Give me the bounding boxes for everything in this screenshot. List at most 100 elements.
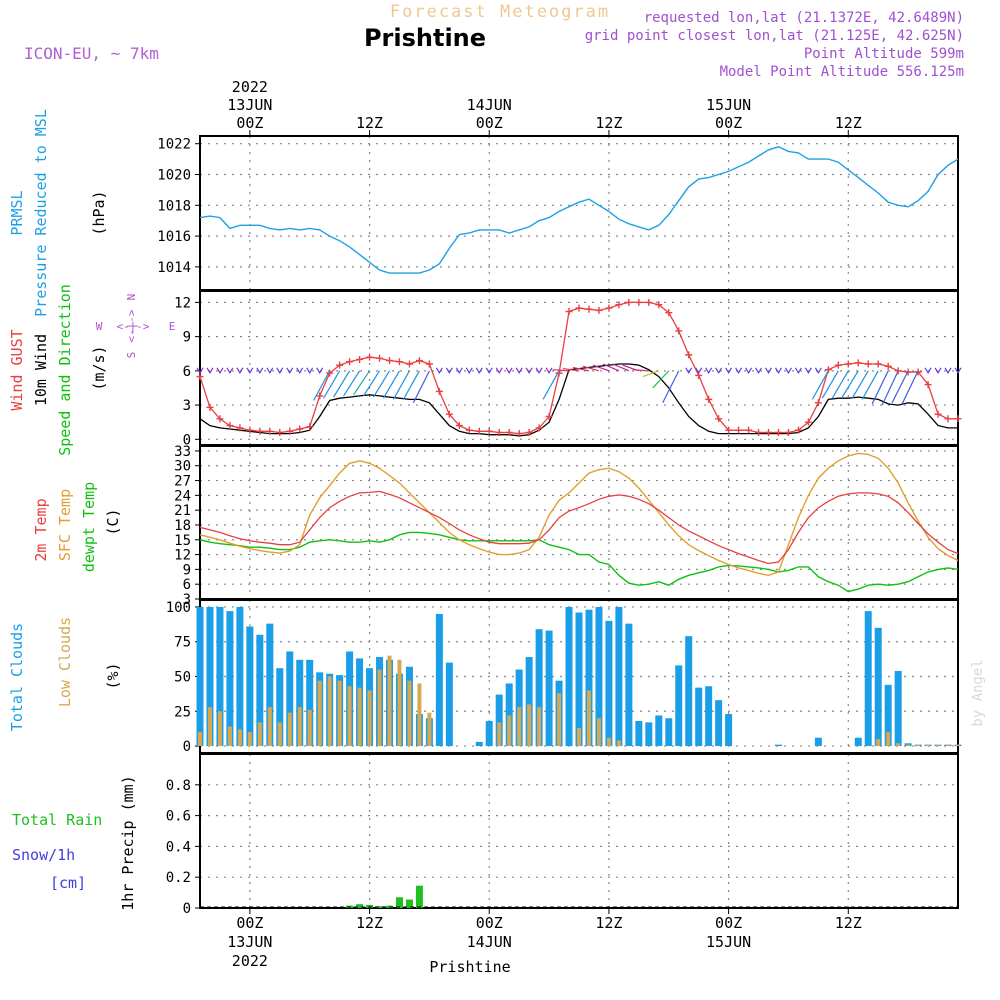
footer-location: Prishtine xyxy=(429,958,510,976)
wind-direction-arrow xyxy=(572,366,590,372)
wind-direction-arrow xyxy=(695,367,703,375)
low-cloud-bar xyxy=(876,739,881,747)
ytick-label: 18 xyxy=(174,518,191,534)
clouds-unit: (%) xyxy=(104,662,122,689)
sfc-temp-line xyxy=(199,452,959,577)
gust-marker xyxy=(585,305,593,313)
rain-legend: Total Rain xyxy=(12,811,102,829)
low-cloud-bar xyxy=(347,686,352,747)
low-cloud-bar xyxy=(198,732,202,747)
panel-frame-temp xyxy=(199,445,959,600)
prmsl-long-label: Pressure Reduced to MSL xyxy=(32,109,50,317)
wind-direction-arrow xyxy=(831,370,849,399)
gridpoint-coords: grid point closest lon,lat (21.125E, 42.… xyxy=(584,28,964,44)
total-cloud-bar xyxy=(296,659,304,747)
wind-direction-arrow xyxy=(505,367,513,375)
wind-direction-arrow xyxy=(552,369,570,372)
wind-direction-arrow xyxy=(871,370,889,405)
wind-direction-arrow xyxy=(592,364,610,372)
snow-unit: [cm] xyxy=(50,874,86,892)
low-cloud-bar xyxy=(297,707,302,747)
gust-marker xyxy=(525,428,533,436)
sfc-label: SFC Temp xyxy=(56,489,74,561)
compass-s: S xyxy=(125,352,138,359)
rain-bar xyxy=(395,897,403,908)
gust-marker xyxy=(475,427,483,435)
low-cloud-bar xyxy=(407,680,412,747)
gust-marker xyxy=(715,415,723,423)
gust-marker xyxy=(356,355,364,363)
gust-marker xyxy=(495,428,503,436)
wind-direction-arrow xyxy=(256,367,264,375)
gust-marker xyxy=(575,304,583,312)
low-cloud-bar xyxy=(307,709,312,747)
gust-marker xyxy=(784,428,792,436)
gust-marker xyxy=(545,412,553,420)
gust-marker xyxy=(236,424,244,432)
gust-marker xyxy=(625,298,633,306)
total-cloud-bar xyxy=(435,613,443,747)
rain-bar xyxy=(366,904,374,908)
gust-marker xyxy=(774,428,782,436)
wind-direction-arrow xyxy=(542,370,560,400)
total-cloud-bar xyxy=(685,636,693,747)
gust-marker xyxy=(515,430,523,438)
gust-marker xyxy=(296,425,304,433)
gust-marker xyxy=(485,427,493,435)
wind-direction-arrow xyxy=(745,367,753,375)
ytick-label: 9 xyxy=(183,330,191,346)
wind-direction-arrow xyxy=(891,370,909,404)
gust-marker xyxy=(824,366,832,374)
total-cloud-bar xyxy=(814,737,822,747)
gust-marker xyxy=(415,357,423,365)
wind-direction-arrow xyxy=(755,367,763,375)
ytick-label: 6 xyxy=(183,577,191,593)
total-cloud-bar xyxy=(715,700,723,747)
wind-direction-arrow xyxy=(794,367,802,375)
total-cloud-bar xyxy=(216,606,224,747)
low-cloud-bar xyxy=(497,722,502,747)
gust-marker xyxy=(735,426,743,434)
gust-marker xyxy=(505,428,513,436)
gust-marker xyxy=(316,392,324,400)
low-cloud-bar xyxy=(936,744,941,747)
wind-direction-arrow xyxy=(216,367,224,375)
wind-direction-arrow xyxy=(632,369,649,372)
total-cloud-bar xyxy=(774,744,782,747)
total-cloud-bar xyxy=(495,694,503,747)
xtick-label-top: 00Z xyxy=(476,114,503,132)
gust-marker xyxy=(346,358,354,366)
gust-marker xyxy=(226,422,234,430)
low-cloud-bar xyxy=(227,726,232,747)
gust-marker xyxy=(655,301,663,309)
precip-ylabel: 1hr Precip (mm) xyxy=(119,775,137,910)
compass-arrows: <-|-> xyxy=(116,320,149,333)
wind-direction-arrow xyxy=(412,370,430,404)
gust-marker xyxy=(864,360,872,368)
rain-bar xyxy=(415,885,423,908)
gust-marker xyxy=(804,418,812,426)
ytick-label: 50 xyxy=(174,670,191,686)
gust-marker xyxy=(565,308,573,316)
gust-marker xyxy=(425,360,433,368)
temp-unit: (C) xyxy=(104,508,122,535)
day-label-bottom: 13JUN xyxy=(227,933,272,951)
gust-marker xyxy=(276,428,284,436)
ytick-label: 27 xyxy=(174,474,191,490)
wind-direction-arrow xyxy=(725,367,733,375)
rain-bar xyxy=(405,899,413,908)
low-cloud-bar xyxy=(267,707,272,747)
wind-direction-arrow xyxy=(296,367,304,375)
t2m-label: 2m Temp xyxy=(32,498,50,561)
gust-marker xyxy=(246,426,254,434)
year-label-top: 2022 xyxy=(232,78,268,96)
total-cloud-bar xyxy=(575,612,583,747)
ytick-label: 3 xyxy=(183,398,191,414)
total-cloud-bar xyxy=(475,741,483,747)
gust-marker xyxy=(725,426,733,434)
gust-marker xyxy=(844,360,852,368)
total-cloud-bar xyxy=(585,609,593,747)
gust-marker xyxy=(834,361,842,369)
low-cloud-bar xyxy=(896,743,901,747)
